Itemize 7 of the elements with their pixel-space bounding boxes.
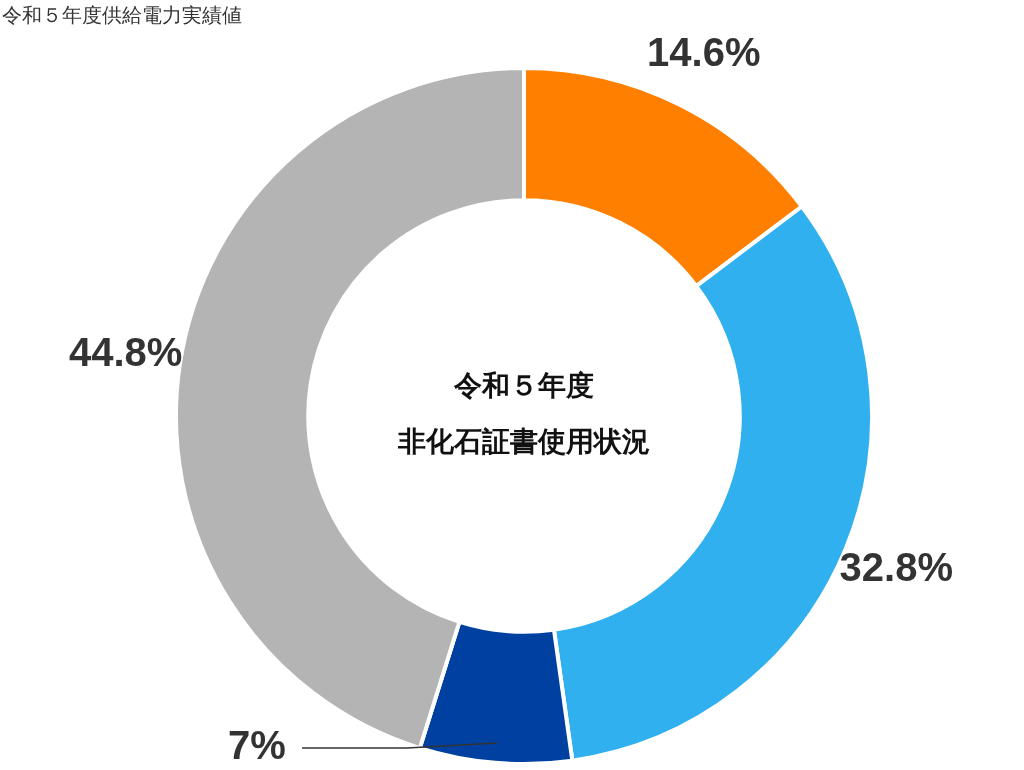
data-label: 44.8% — [68, 330, 183, 375]
data-label: 7% — [228, 723, 286, 768]
data-label: 14.6% — [647, 30, 761, 75]
chart-title: 令和５年度供給電力実績値 — [2, 2, 242, 29]
text: 令和５年度 — [453, 369, 594, 403]
data-label: 32.8% — [839, 545, 954, 590]
text: 非化石証書使用状況 — [397, 425, 650, 459]
